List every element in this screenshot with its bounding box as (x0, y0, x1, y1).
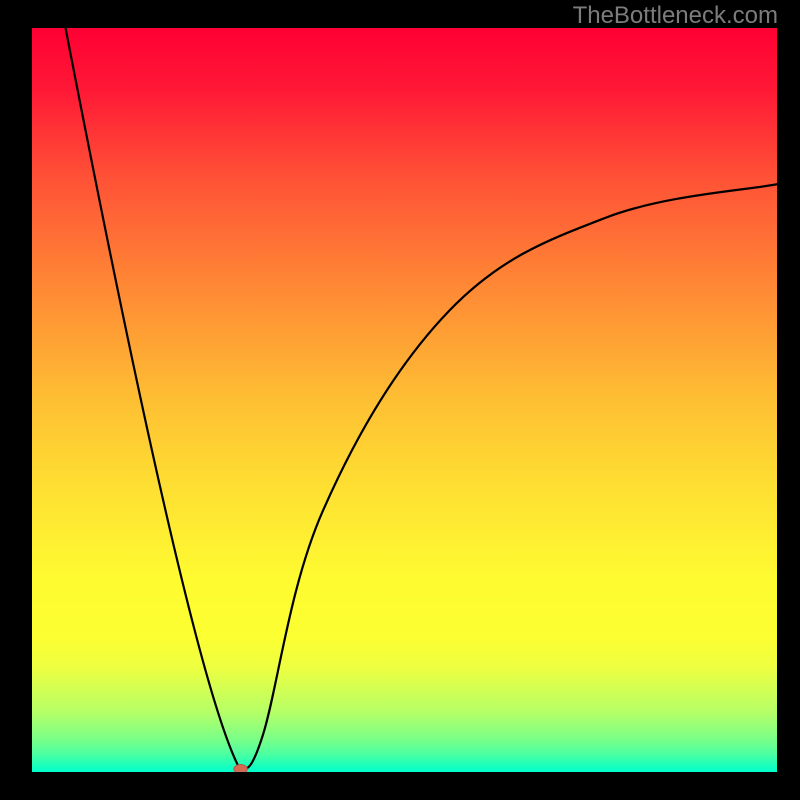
bottleneck-curve (32, 28, 777, 772)
minimum-marker (234, 765, 247, 772)
chart-container: TheBottleneck.com (0, 0, 800, 800)
plot-area (32, 28, 777, 772)
watermark-text: TheBottleneck.com (573, 2, 778, 30)
curve-path (66, 28, 777, 771)
